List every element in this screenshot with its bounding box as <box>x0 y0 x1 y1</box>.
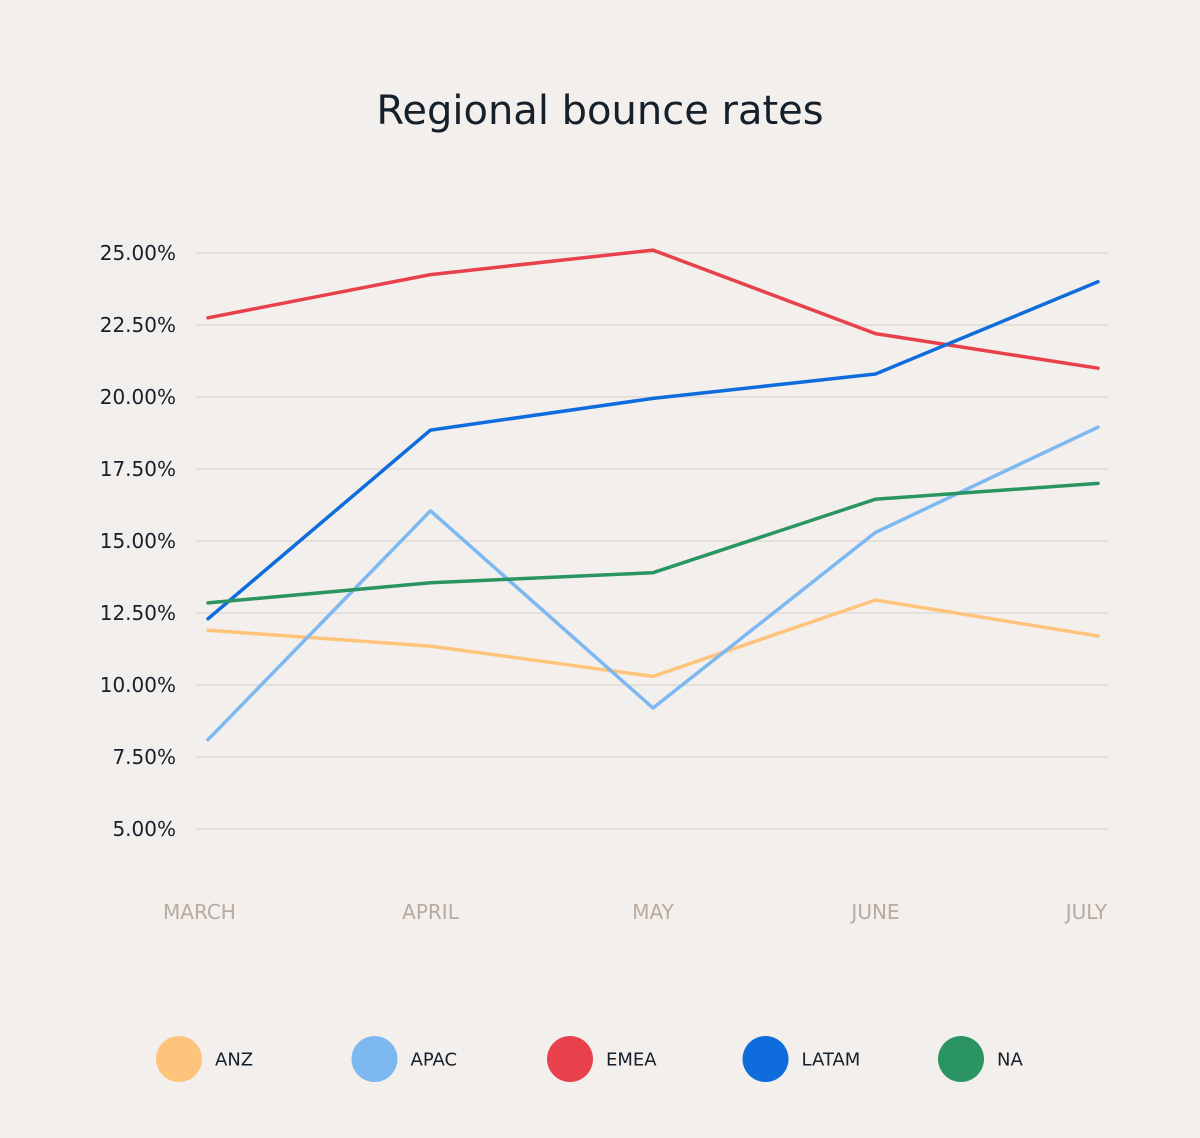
series-line-latam <box>206 280 1100 621</box>
y-tick-label: 12.50% <box>100 601 176 625</box>
series-lines <box>206 248 1100 742</box>
y-tick-label: 22.50% <box>100 313 176 337</box>
legend-label: APAC <box>411 1050 458 1071</box>
x-tick-label: JUNE <box>849 900 899 924</box>
series-line-anz <box>206 598 1100 679</box>
gridlines <box>196 252 1108 830</box>
legend-label: LATAM <box>802 1050 861 1071</box>
y-tick-label: 5.00% <box>112 817 176 841</box>
y-tick-label: 10.00% <box>100 673 176 697</box>
series-line-apac <box>206 425 1100 742</box>
y-axis-ticks: 5.00% 7.50% 10.00% 12.50% 15.00% 17.50% 20.00%… <box>100 241 176 841</box>
legend-label: EMEA <box>606 1050 657 1071</box>
legend-item-apac: APAC <box>351 1036 458 1082</box>
legend-item-latam: LATAM <box>742 1036 861 1082</box>
x-tick-label: JULY <box>1064 900 1108 924</box>
legend-swatch <box>547 1036 593 1082</box>
x-tick-label: MARCH <box>163 900 236 924</box>
y-tick-label: 17.50% <box>100 457 176 481</box>
legend-swatch <box>156 1036 202 1082</box>
legend-item-anz: ANZ <box>156 1036 253 1082</box>
legend-swatch <box>938 1036 984 1082</box>
y-tick-label: 15.00% <box>100 529 176 553</box>
x-tick-label: APRIL <box>402 900 460 924</box>
legend: ANZ APAC EMEA LATAM NA <box>156 1036 1023 1082</box>
y-tick-label: 7.50% <box>112 745 176 769</box>
series-line-na <box>206 481 1100 605</box>
y-tick-label: 20.00% <box>100 385 176 409</box>
legend-label: ANZ <box>215 1050 253 1071</box>
legend-swatch <box>351 1036 398 1082</box>
series-line-emea <box>206 248 1100 370</box>
chart-title: Regional bounce rates <box>376 88 823 134</box>
x-axis-ticks: MARCH APRIL MAY JUNE JULY <box>163 900 1108 924</box>
legend-label: NA <box>997 1050 1023 1071</box>
y-tick-label: 25.00% <box>100 241 176 265</box>
x-tick-label: MAY <box>632 900 674 924</box>
legend-item-na: NA <box>938 1036 1023 1082</box>
legend-swatch <box>742 1036 789 1082</box>
legend-item-emea: EMEA <box>547 1036 657 1082</box>
